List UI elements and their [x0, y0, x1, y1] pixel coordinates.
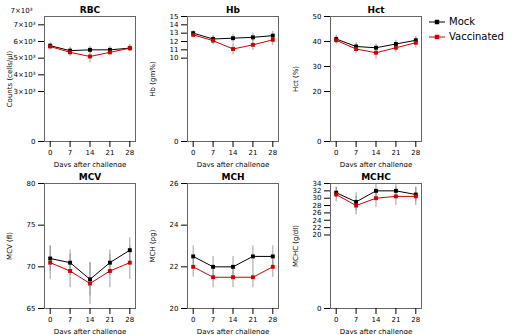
svg-text:26: 26 [313, 209, 322, 217]
svg-text:7: 7 [354, 149, 358, 157]
svg-text:MCH: MCH [221, 172, 244, 182]
svg-text:7: 7 [354, 316, 358, 324]
svg-text:21: 21 [105, 149, 114, 157]
svg-text:MCV (fl): MCV (fl) [6, 232, 14, 260]
svg-text:14: 14 [170, 21, 179, 29]
svg-text:RBC: RBC [80, 5, 101, 15]
svg-text:10: 10 [170, 54, 179, 62]
svg-text:21: 21 [105, 316, 114, 324]
svg-text:80: 80 [27, 180, 36, 188]
svg-text:Days after challenge: Days after challenge [340, 328, 412, 335]
html-text:Mock: Mock [449, 16, 475, 27]
svg-text:7×10³: 7×10³ [13, 21, 35, 29]
svg-text:26: 26 [170, 180, 179, 188]
svg-text:0: 0 [334, 149, 338, 157]
svg-text:20: 20 [170, 305, 179, 313]
svg-text:21: 21 [391, 149, 400, 157]
svg-text:7×10³: 7×10³ [11, 7, 33, 15]
svg-text:40: 40 [313, 38, 322, 46]
svg-text:14: 14 [86, 149, 95, 157]
svg-text:50: 50 [313, 13, 322, 21]
svg-text:0: 0 [191, 316, 195, 324]
svg-text:14: 14 [372, 149, 381, 157]
svg-text:28: 28 [125, 316, 134, 324]
svg-text:Days after challenge: Days after challenge [197, 328, 269, 335]
svg-text:28: 28 [411, 316, 420, 324]
html-text:Vaccinated: Vaccinated [449, 31, 504, 42]
svg-text:7: 7 [211, 316, 215, 324]
svg-text:21: 21 [248, 149, 257, 157]
svg-text:12: 12 [170, 38, 179, 46]
svg-text:14: 14 [229, 316, 238, 324]
svg-text:28: 28 [411, 149, 420, 157]
svg-text:0: 0 [31, 138, 35, 146]
svg-text:6×10³: 6×10³ [13, 38, 35, 46]
svg-text:28: 28 [268, 149, 277, 157]
svg-text:MCH (pg): MCH (pg) [149, 229, 157, 262]
svg-text:0: 0 [174, 138, 178, 146]
svg-text:22: 22 [170, 263, 179, 271]
svg-text:7: 7 [68, 149, 72, 157]
svg-text:14: 14 [86, 316, 95, 324]
svg-text:14: 14 [372, 316, 381, 324]
svg-text:21: 21 [391, 316, 400, 324]
svg-text:28: 28 [268, 316, 277, 324]
svg-text:Days after challenge: Days after challenge [54, 328, 126, 335]
svg-text:7: 7 [68, 316, 72, 324]
svg-text:30: 30 [313, 194, 322, 202]
svg-text:5×10³: 5×10³ [13, 54, 35, 62]
svg-text:15: 15 [170, 13, 179, 21]
svg-text:7: 7 [211, 149, 215, 157]
svg-text:22: 22 [313, 224, 322, 232]
svg-text:MCV: MCV [79, 172, 102, 182]
svg-text:30: 30 [313, 63, 322, 71]
svg-text:0: 0 [317, 305, 321, 313]
svg-text:4×10³: 4×10³ [13, 71, 35, 79]
svg-text:28: 28 [125, 149, 134, 157]
svg-text:34: 34 [313, 180, 322, 188]
svg-text:24: 24 [313, 217, 322, 225]
svg-text:21: 21 [248, 316, 257, 324]
svg-text:24: 24 [170, 221, 179, 229]
svg-text:0: 0 [48, 149, 52, 157]
svg-text:75: 75 [27, 221, 36, 229]
svg-text:MCHC: MCHC [361, 172, 391, 182]
svg-text:20: 20 [313, 231, 322, 239]
svg-text:14: 14 [229, 149, 238, 157]
svg-text:13: 13 [170, 29, 179, 37]
svg-text:70: 70 [27, 263, 36, 271]
svg-text:28: 28 [313, 202, 322, 210]
svg-text:0: 0 [191, 149, 195, 157]
svg-text:65: 65 [27, 305, 36, 313]
svg-text:Hb (gm%): Hb (gm%) [149, 61, 157, 97]
svg-text:0: 0 [334, 316, 338, 324]
svg-text:20: 20 [313, 88, 322, 96]
svg-text:Hct: Hct [367, 5, 385, 15]
svg-text:MCHC (g/dl): MCHC (g/dl) [292, 225, 300, 267]
svg-text:0: 0 [317, 138, 321, 146]
svg-text:3×10³: 3×10³ [13, 88, 35, 96]
svg-text:Hb: Hb [226, 5, 241, 15]
svg-text:Hct (%): Hct (%) [292, 66, 300, 92]
svg-text:32: 32 [313, 187, 322, 195]
svg-text:0: 0 [48, 316, 52, 324]
svg-text:11: 11 [170, 46, 179, 54]
svg-text:Counts (cells/μl): Counts (cells/μl) [6, 50, 14, 107]
